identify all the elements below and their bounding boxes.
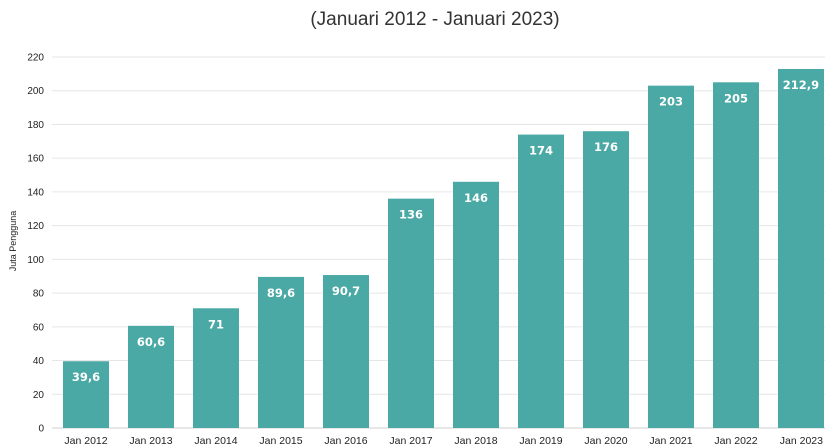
x-tick-label: Jan 2017 xyxy=(389,435,432,445)
bars: 39,6 60,6 71 89,6 90,7 136 146 174 176 203 205 212,… xyxy=(63,68,824,429)
x-tick-label: Jan 2022 xyxy=(714,435,757,445)
data-label: 136 xyxy=(399,208,423,222)
x-tick-label: Jan 2023 xyxy=(780,435,823,445)
y-tick-label: 20 xyxy=(33,390,45,401)
y-tick-label: 0 xyxy=(38,424,44,435)
bar-jan-2019 xyxy=(518,134,564,428)
bar-jan-2023 xyxy=(778,68,824,429)
y-tick-label: 60 xyxy=(33,322,45,333)
y-tick-label: 140 xyxy=(27,187,44,198)
x-tick-label: Jan 2016 xyxy=(324,435,367,445)
bar-jan-2014 xyxy=(193,308,239,428)
data-label: 212,9 xyxy=(783,78,819,92)
data-label: 89,6 xyxy=(267,286,295,300)
data-label: 60,6 xyxy=(137,335,165,349)
x-tick-label: Jan 2015 xyxy=(259,435,302,445)
bar-jan-2018 xyxy=(453,181,499,428)
x-tick-label: Jan 2021 xyxy=(649,435,692,445)
data-label: 203 xyxy=(659,95,683,109)
bar-jan-2017 xyxy=(388,198,434,428)
bar-jan-2020 xyxy=(583,131,629,428)
bar-jan-2013 xyxy=(128,325,174,428)
y-tick-label: 180 xyxy=(27,120,44,131)
y-tick-label: 220 xyxy=(27,53,44,64)
data-label: 90,7 xyxy=(332,284,360,298)
bar-jan-2012 xyxy=(63,361,109,428)
x-tick-label: Jan 2020 xyxy=(584,435,627,445)
bar-jan-2015 xyxy=(258,276,304,428)
bar-jan-2016 xyxy=(323,275,369,428)
x-tick-label: Jan 2019 xyxy=(519,435,562,445)
y-tick-label: 200 xyxy=(27,86,44,97)
y-axis-ticks: 0 20 40 60 80 100 120 140 160 180 200 220 xyxy=(27,53,44,435)
gridlines xyxy=(52,56,825,429)
x-tick-label: Jan 2012 xyxy=(64,435,107,445)
data-label: 71 xyxy=(208,317,224,331)
data-label: 205 xyxy=(724,91,748,105)
x-tick-label: Jan 2013 xyxy=(129,435,172,445)
y-tick-label: 100 xyxy=(27,255,44,266)
chart-title: (Januari 2012 - Januari 2023) xyxy=(310,9,560,30)
bar-jan-2021 xyxy=(648,85,694,428)
x-tick-label: Jan 2014 xyxy=(194,435,237,445)
data-label: 39,6 xyxy=(72,370,100,384)
bar-jan-2022 xyxy=(713,82,759,428)
y-tick-label: 160 xyxy=(27,154,44,165)
y-tick-label: 80 xyxy=(33,289,45,300)
x-tick-label: Jan 2018 xyxy=(454,435,497,445)
y-tick-label: 40 xyxy=(33,356,45,367)
y-tick-label: 120 xyxy=(27,221,44,232)
data-label: 174 xyxy=(529,144,553,158)
x-axis-labels: Jan 2012 Jan 2013 Jan 2014 Jan 2015 Jan 2016… xyxy=(64,435,823,445)
data-label: 146 xyxy=(464,191,488,205)
data-label: 176 xyxy=(594,140,618,154)
y-axis-title: Juta Pengguna xyxy=(8,211,18,272)
